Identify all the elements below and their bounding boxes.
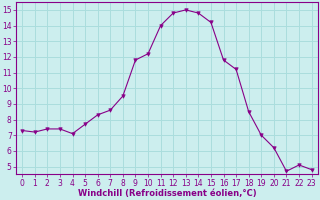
X-axis label: Windchill (Refroidissement éolien,°C): Windchill (Refroidissement éolien,°C) [77,189,256,198]
